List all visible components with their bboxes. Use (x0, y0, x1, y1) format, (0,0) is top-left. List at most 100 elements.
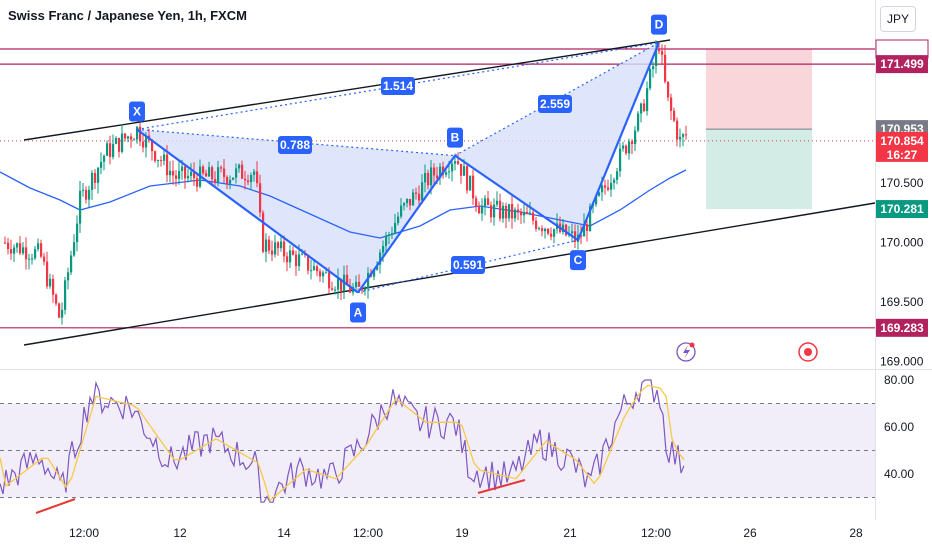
candle-body (682, 134, 685, 137)
candle-body (502, 205, 505, 219)
candle-body (538, 228, 541, 230)
candle-body (649, 69, 652, 89)
point-label-bg (129, 101, 145, 122)
candle-body (421, 182, 424, 201)
candle-body (277, 242, 280, 249)
currency-button[interactable]: JPY (880, 6, 916, 32)
candle-body (481, 205, 484, 214)
divergence-line-2 (477, 479, 526, 494)
candle-body (571, 231, 574, 234)
candle-body (334, 289, 337, 291)
candle-body (418, 193, 421, 201)
candle-body (622, 145, 625, 149)
candle-body (439, 166, 442, 179)
time-axis-tick: 28 (849, 526, 863, 540)
point-label-X: X (133, 104, 141, 118)
candle-body (409, 198, 412, 206)
pattern-leg-AB (357, 154, 456, 294)
candle-body (313, 266, 316, 271)
candle-body (184, 166, 187, 179)
candle-body (391, 233, 394, 235)
ratio-label-0.788: 0.788 (280, 138, 310, 152)
candle-body (280, 241, 283, 249)
candle-body (46, 261, 49, 287)
candle-body (346, 274, 349, 286)
candle-body (10, 249, 13, 254)
candle-body (532, 212, 535, 221)
candle-body (595, 195, 598, 205)
time-axis-tick: 12:00 (353, 526, 383, 540)
candle-body (7, 242, 10, 250)
candles (4, 40, 688, 325)
candle-body (61, 309, 64, 318)
candle-body (619, 148, 622, 172)
ratio-label-bg (538, 95, 572, 113)
candle-body (544, 228, 547, 232)
price-tag-170.281: 170.281 (880, 202, 924, 216)
candle-body (40, 243, 43, 257)
pattern-triangle-xab (137, 129, 455, 293)
candle-body (505, 205, 508, 219)
candle-body (541, 228, 544, 232)
candle-body (643, 103, 646, 112)
pattern-triangle-bcd (455, 42, 659, 241)
time-axis-tick: 12 (173, 526, 187, 540)
candle-body (547, 228, 550, 234)
price-tag-bg (876, 318, 928, 337)
candle-body (325, 272, 328, 274)
candle-body (133, 139, 136, 141)
candle-body (460, 163, 463, 176)
candle-body (28, 258, 31, 260)
candle-body (598, 192, 601, 196)
candle-body (445, 172, 448, 175)
moving-average-line (0, 169, 687, 239)
candle-body (79, 190, 82, 224)
candle-body (661, 51, 664, 55)
candle-body (187, 175, 190, 179)
channel-upper-line (23, 39, 671, 141)
candle-body (517, 209, 520, 212)
candle-body (154, 151, 157, 161)
candle-body (430, 167, 433, 186)
time-axis-tick: 12:00 (641, 526, 671, 540)
candle-body (214, 179, 217, 183)
candle-body (520, 211, 523, 216)
candle-body (562, 224, 565, 233)
ratio-label-bg (278, 136, 312, 154)
candle-body (322, 272, 325, 277)
candle-body (256, 171, 259, 184)
candle-body (58, 303, 61, 318)
record-icon-dot (804, 348, 812, 356)
candle-body (232, 177, 235, 180)
candle-body (163, 154, 166, 161)
candle-body (385, 235, 388, 246)
candle-body (223, 168, 226, 177)
price-tag-169.283: 169.283 (880, 321, 924, 335)
candle-body (433, 167, 436, 176)
candle-body (616, 171, 619, 180)
candle-body (37, 243, 40, 250)
candle-body (205, 173, 208, 177)
lightning-alert-icon[interactable] (676, 342, 696, 362)
price-axis-tick: 169.500 (880, 295, 924, 309)
candle-body (610, 182, 613, 190)
candle-body (145, 135, 148, 148)
candle-body (526, 211, 529, 214)
candle-body (355, 281, 358, 288)
candle-body (31, 258, 34, 260)
candle-body (664, 54, 667, 82)
candle-body (637, 113, 640, 131)
candle-body (640, 103, 643, 114)
candle-body (67, 272, 70, 281)
candle-body (625, 145, 628, 154)
candle-body (493, 204, 496, 218)
candle-body (367, 272, 370, 289)
candle-body (97, 167, 100, 183)
candle-body (427, 173, 430, 186)
candle-body (667, 81, 670, 98)
record-icon[interactable] (798, 342, 818, 362)
candle-body (523, 211, 526, 216)
candle-body (646, 88, 649, 112)
candle-body (19, 243, 22, 254)
